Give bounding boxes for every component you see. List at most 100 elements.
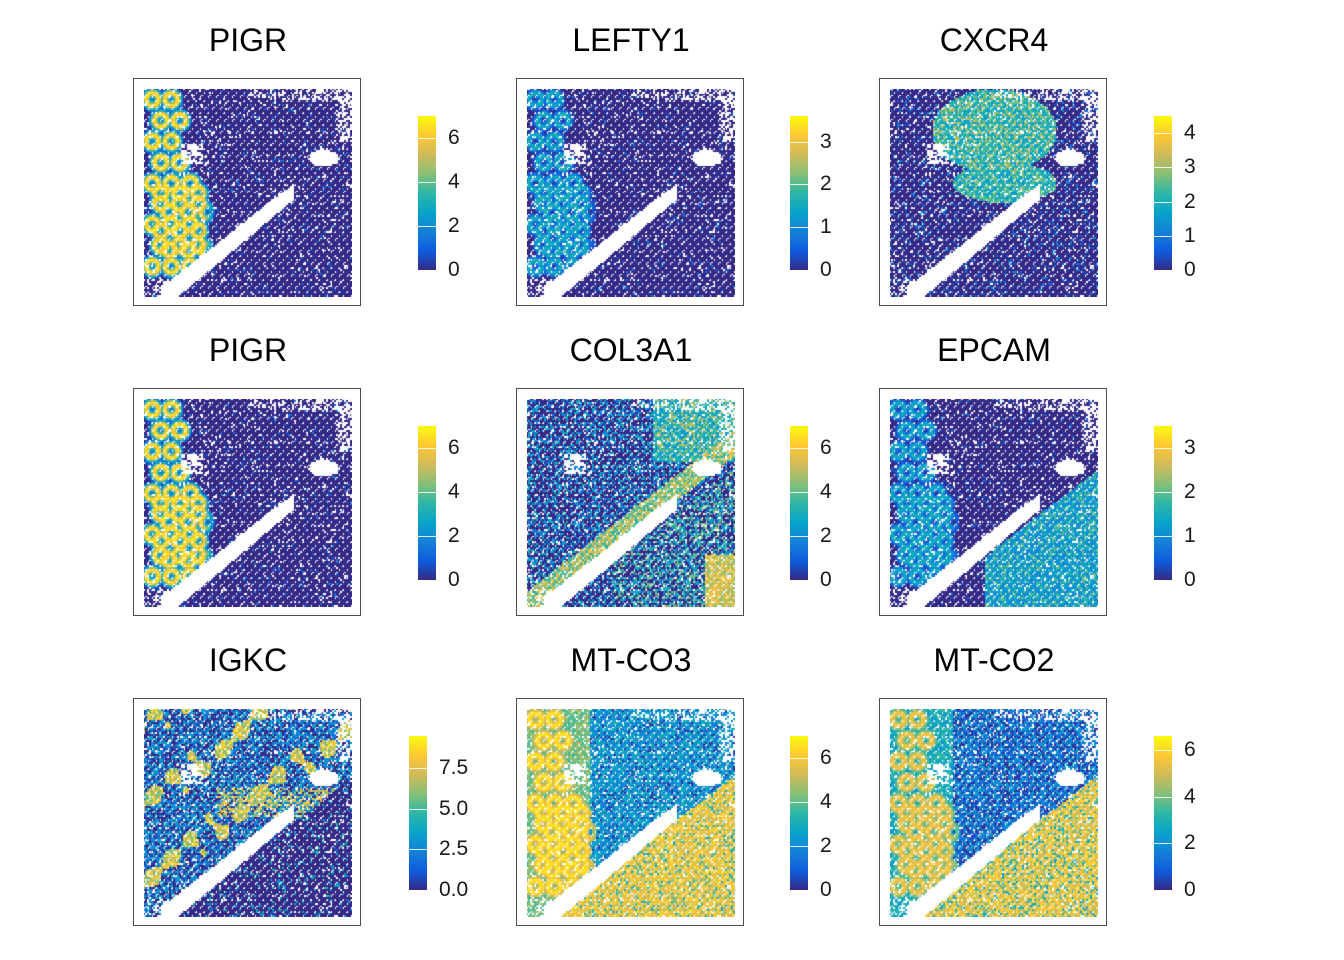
spatial-heatmap <box>527 399 735 607</box>
colorbar-tick <box>418 226 436 227</box>
colorbar-tick-label: 6 <box>820 436 832 459</box>
colorbar-tick-label: 7.5 <box>439 756 469 780</box>
feature-panel-mt-co2: MT-CO2 <box>879 620 1251 930</box>
colorbar-tick-label: 0 <box>448 258 460 281</box>
colorbar-tick-label: 0 <box>448 568 460 591</box>
spatial-heatmap <box>144 89 352 297</box>
colorbar-tick <box>1154 133 1172 135</box>
colorbar-tick-label: 5.0 <box>439 796 469 820</box>
colorbar-tick <box>790 448 808 449</box>
colorbar-tick <box>1154 796 1172 798</box>
colorbar-tick <box>790 141 808 143</box>
spatial-heatmap <box>890 709 1098 917</box>
colorbar-tick-label: 3 <box>1184 436 1196 459</box>
colorbar <box>418 426 436 580</box>
feature-panel-pigr: PIGR <box>133 310 505 620</box>
colorbar <box>790 736 808 890</box>
colorbar-tick-label: 6 <box>820 746 832 769</box>
colorbar <box>790 426 808 580</box>
colorbar-tick <box>1154 492 1172 493</box>
colorbar-tick <box>418 492 436 493</box>
panel-title: COL3A1 <box>569 332 693 368</box>
colorbar-tick <box>790 758 808 759</box>
colorbar-tick-label: 2 <box>820 834 832 857</box>
colorbar-tick <box>1154 167 1172 169</box>
colorbar-tick <box>790 846 808 847</box>
colorbar-tick-label: 0 <box>1184 568 1196 591</box>
colorbar <box>1154 736 1172 890</box>
colorbar-tick-label: 4 <box>448 170 460 193</box>
spatial-plot <box>133 78 361 306</box>
colorbar <box>409 736 427 890</box>
colorbar-tick-label: 3 <box>820 129 832 153</box>
panel-title: MT-CO3 <box>570 642 692 678</box>
spatial-heatmap <box>527 89 735 297</box>
colorbar-tick-label: 6 <box>448 126 460 149</box>
colorbar-tick <box>1154 235 1172 237</box>
colorbar <box>790 116 808 270</box>
colorbar-tick <box>409 808 427 810</box>
colorbar-tick-label: 0.0 <box>439 878 469 901</box>
spatial-plot <box>516 698 744 926</box>
colorbar-tick-label: 4 <box>820 480 832 503</box>
panel-title: MT-CO2 <box>933 642 1055 678</box>
colorbar-tick-label: 2.5 <box>439 837 469 861</box>
spatial-heatmap <box>890 89 1098 297</box>
colorbar-tick-label: 6 <box>1184 738 1196 761</box>
colorbar-tick <box>418 138 436 139</box>
colorbar-tick-label: 1 <box>1184 524 1196 547</box>
spatial-plot <box>133 388 361 616</box>
spatial-plot <box>879 388 1107 616</box>
panel-title: PIGR <box>208 22 288 58</box>
colorbar-tick <box>790 536 808 537</box>
colorbar-tick <box>790 802 808 803</box>
colorbar-tick-label: 4 <box>820 790 832 813</box>
colorbar-tick <box>1154 750 1172 751</box>
colorbar <box>418 116 436 270</box>
panel-title: EPCAM <box>937 332 1051 368</box>
colorbar-tick-label: 1 <box>820 215 832 239</box>
feature-panel-lefty1: LEFTY1 <box>516 0 888 310</box>
colorbar-tick <box>1154 201 1172 203</box>
colorbar-tick-label: 0 <box>1184 258 1196 281</box>
colorbar-tick <box>418 182 436 183</box>
colorbar-tick-label: 2 <box>448 214 460 237</box>
spatial-plot <box>516 78 744 306</box>
colorbar-tick-label: 2 <box>448 524 460 547</box>
panel-title: IGKC <box>208 642 288 678</box>
feature-panel-mt-co3: MT-CO3 <box>516 620 888 930</box>
colorbar-tick-label: 6 <box>448 436 460 459</box>
spatial-heatmap <box>144 709 352 917</box>
spatial-plot <box>879 78 1107 306</box>
colorbar <box>1154 426 1172 580</box>
colorbar-tick <box>418 536 436 537</box>
colorbar-tick-label: 2 <box>1184 480 1196 503</box>
spatial-heatmap <box>890 399 1098 607</box>
colorbar-tick <box>790 227 808 229</box>
colorbar-tick <box>790 184 808 186</box>
spatial-plot <box>516 388 744 616</box>
panel-title: CXCR4 <box>939 22 1049 58</box>
colorbar-tick-label: 1 <box>1184 223 1196 247</box>
colorbar-tick <box>409 768 427 770</box>
colorbar-tick-label: 2 <box>1184 831 1196 855</box>
colorbar-tick <box>418 448 436 449</box>
colorbar-tick-label: 2 <box>820 172 832 196</box>
colorbar-tick <box>790 492 808 493</box>
colorbar-tick-label: 0 <box>820 258 832 281</box>
feature-panel-col3a1: COL3A1 <box>516 310 888 620</box>
feature-panel-cxcr4: CXCR4 <box>879 0 1251 310</box>
colorbar-tick <box>409 849 427 851</box>
colorbar-tick-label: 0 <box>820 568 832 591</box>
colorbar-tick <box>1154 536 1172 537</box>
spatial-plot <box>879 698 1107 926</box>
feature-panel-epcam: EPCAM <box>879 310 1251 620</box>
spatial-plot <box>133 698 361 926</box>
colorbar-tick-label: 0 <box>1184 878 1196 901</box>
spatial-heatmap <box>144 399 352 607</box>
colorbar-tick-label: 2 <box>820 524 832 547</box>
colorbar <box>1154 116 1172 270</box>
spatial-heatmap <box>527 709 735 917</box>
colorbar-tick <box>1154 448 1172 449</box>
colorbar-tick-label: 0 <box>820 878 832 901</box>
